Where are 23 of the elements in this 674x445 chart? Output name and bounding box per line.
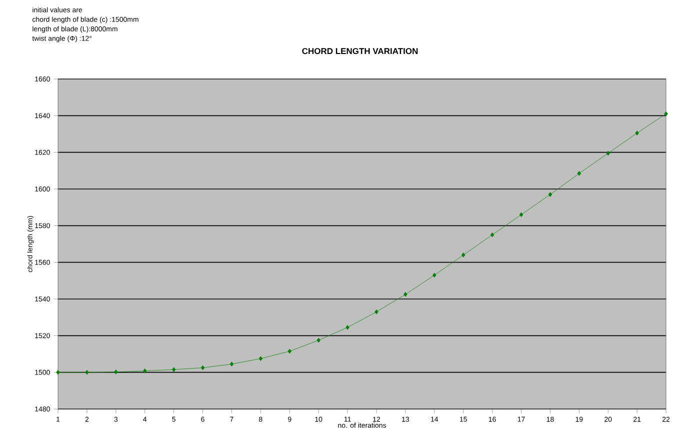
- point: [85, 370, 89, 375]
- chart-title: CHORD LENGTH VARIATION: [302, 48, 418, 54]
- point: [490, 232, 494, 238]
- point: [230, 362, 234, 366]
- point: [346, 325, 350, 330]
- point: [404, 292, 408, 297]
- point: [606, 150, 610, 156]
- point: [316, 338, 320, 343]
- point: [288, 348, 292, 354]
- point: [374, 309, 378, 314]
- point: [258, 356, 263, 361]
- point: [664, 111, 668, 116]
- point: [519, 212, 524, 218]
- point: [577, 171, 581, 176]
- point: [548, 192, 552, 197]
- point: [461, 252, 466, 258]
- point: [114, 370, 118, 374]
- point: [200, 365, 205, 370]
- point: [172, 367, 176, 372]
- point: [143, 368, 147, 374]
- point: [432, 272, 436, 278]
- point: [635, 130, 639, 136]
- point: [56, 370, 60, 375]
